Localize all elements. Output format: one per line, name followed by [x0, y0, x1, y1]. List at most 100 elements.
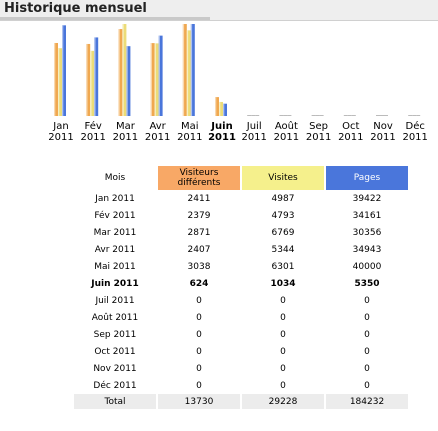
- cell-visits: 1034: [270, 278, 296, 289]
- cell-pages: 5350: [354, 278, 380, 289]
- month-label: Juin 2011: [205, 121, 239, 143]
- table-row: Mar 2011 2871 6769 30356: [74, 224, 408, 241]
- bar-visitors-10: [376, 115, 380, 116]
- cell-month: Juil 2011: [95, 295, 135, 306]
- bar-highlight-visits-3: [154, 43, 156, 116]
- col-header-visitors: Visiteurs différents: [158, 166, 240, 190]
- bar-pages-0: [62, 25, 66, 116]
- cell-pages: 34943: [352, 244, 382, 255]
- bar-visitors-11: [408, 115, 413, 116]
- bar-pages-7: [287, 115, 292, 116]
- cell-visitors: 624: [189, 278, 209, 289]
- monthly-stats-table: Mois Visiteurs différents Visites Pages …: [72, 166, 410, 409]
- month-label-name: Juin: [211, 121, 233, 132]
- table-row: Sep 2011 0 0 0: [74, 326, 408, 343]
- month-label-year: 2011: [177, 132, 203, 143]
- cell-pages: 0: [364, 363, 370, 374]
- bar-visitors-6: [247, 115, 252, 116]
- cell-month: Sep 2011: [93, 329, 137, 340]
- bar-visits-7: [283, 115, 288, 116]
- bar-visitors-2: [118, 29, 123, 116]
- cell-visits: 0: [280, 380, 286, 391]
- bar-visitors-0: [54, 42, 58, 117]
- bar-highlight-pages-0: [62, 25, 64, 116]
- cell-pages: 40000: [352, 261, 382, 272]
- month-label: Jan 2011: [44, 121, 78, 143]
- cell-pages: 0: [364, 380, 370, 391]
- cell-visits: 0: [280, 329, 286, 340]
- cell-visits: 4793: [271, 210, 295, 221]
- col-header-pages: Pages: [326, 166, 408, 190]
- month-label: Juil 2011: [237, 121, 271, 143]
- cell-month: Juin 2011: [91, 278, 139, 289]
- bar-visits-11: [412, 115, 417, 116]
- cell-pages: 30356: [352, 227, 382, 238]
- cell-visitors: 0: [196, 295, 202, 306]
- table-row: Déc 2011 0 0 0: [74, 377, 408, 394]
- cell-visits: 0: [280, 363, 286, 374]
- table-row: Oct 2011 0 0 0: [74, 343, 408, 360]
- month-label-year: 2011: [305, 132, 332, 143]
- month-label-year: 2011: [402, 132, 428, 143]
- cell-visitors: 3038: [187, 261, 211, 272]
- month-label-year: 2011: [112, 132, 139, 143]
- month-label-year: 2011: [370, 132, 396, 143]
- month-label-name: Août: [274, 121, 298, 132]
- bar-highlight-visits-2: [122, 24, 124, 116]
- cell-pages: 34161: [352, 210, 382, 221]
- cell-month: Oct 2011: [94, 346, 136, 357]
- bar-pages-8: [319, 115, 324, 116]
- bar-highlight-pages-1: [94, 37, 96, 116]
- cell-month: Jan 2011: [95, 193, 135, 204]
- cell-visitors: 2379: [187, 210, 211, 221]
- cell-visits: 6769: [271, 227, 295, 238]
- cell-visitors: 0: [196, 312, 202, 323]
- bar-pages-3: [158, 35, 163, 116]
- month-label: Mai 2011: [173, 121, 207, 143]
- bar-highlight-visitors-4: [182, 24, 185, 116]
- month-label-name: Mar: [115, 121, 135, 132]
- cell-visitors: 0: [196, 380, 202, 391]
- table-row: Juil 2011 0 0 0: [74, 292, 408, 309]
- bar-pages-9: [351, 115, 356, 116]
- month-label: Mar 2011: [108, 121, 142, 143]
- cell-visits: 0: [280, 295, 286, 306]
- cell-pages: 39422: [352, 193, 382, 204]
- month-label-name: Déc: [405, 121, 425, 132]
- bar-pages-10: [384, 115, 388, 116]
- bar-visits-0: [58, 48, 62, 116]
- bar-visits-2: [122, 24, 127, 116]
- bar-visits-5: [219, 101, 223, 116]
- month-label-year: 2011: [144, 132, 171, 143]
- header-underline: [0, 17, 210, 20]
- cell-pages: 0: [364, 312, 370, 323]
- bar-visits-10: [380, 115, 384, 116]
- total-label: Total: [74, 394, 156, 409]
- bar-visitors-9: [343, 115, 348, 116]
- bar-highlight-visitors-5: [215, 97, 217, 116]
- bar-visits-1: [90, 50, 95, 116]
- col-header-month: Mois: [74, 166, 156, 190]
- cell-visits: 0: [280, 312, 286, 323]
- col-header-visits: Visites: [242, 166, 324, 190]
- table-row: Fév 2011 2379 4793 34161: [74, 207, 408, 224]
- bar-visits-6: [251, 115, 256, 116]
- bar-pages-6: [255, 115, 260, 116]
- bar-highlight-visitors-2: [118, 29, 120, 116]
- table-row: Avr 2011 2407 5344 34943: [74, 241, 408, 258]
- table-row: Mai 2011 3038 6301 40000: [74, 258, 408, 275]
- month-label-name: Mai: [181, 121, 199, 132]
- bar-highlight-visitors-0: [54, 42, 56, 117]
- bar-highlight-visits-1: [90, 50, 92, 116]
- cell-month: Août 2011: [91, 312, 139, 323]
- table-row: Août 2011 0 0 0: [74, 309, 408, 326]
- cell-visitors: 0: [196, 329, 202, 340]
- total-visits: 29228: [242, 394, 324, 409]
- table-row: Juin 2011 624 1034 5350: [74, 275, 408, 292]
- cell-pages: 0: [364, 329, 370, 340]
- bar-pages-1: [94, 37, 99, 116]
- month-label-year: 2011: [208, 132, 236, 143]
- month-label-year: 2011: [338, 132, 364, 143]
- month-label-name: Fév: [84, 121, 102, 132]
- month-label: Août 2011: [269, 121, 303, 143]
